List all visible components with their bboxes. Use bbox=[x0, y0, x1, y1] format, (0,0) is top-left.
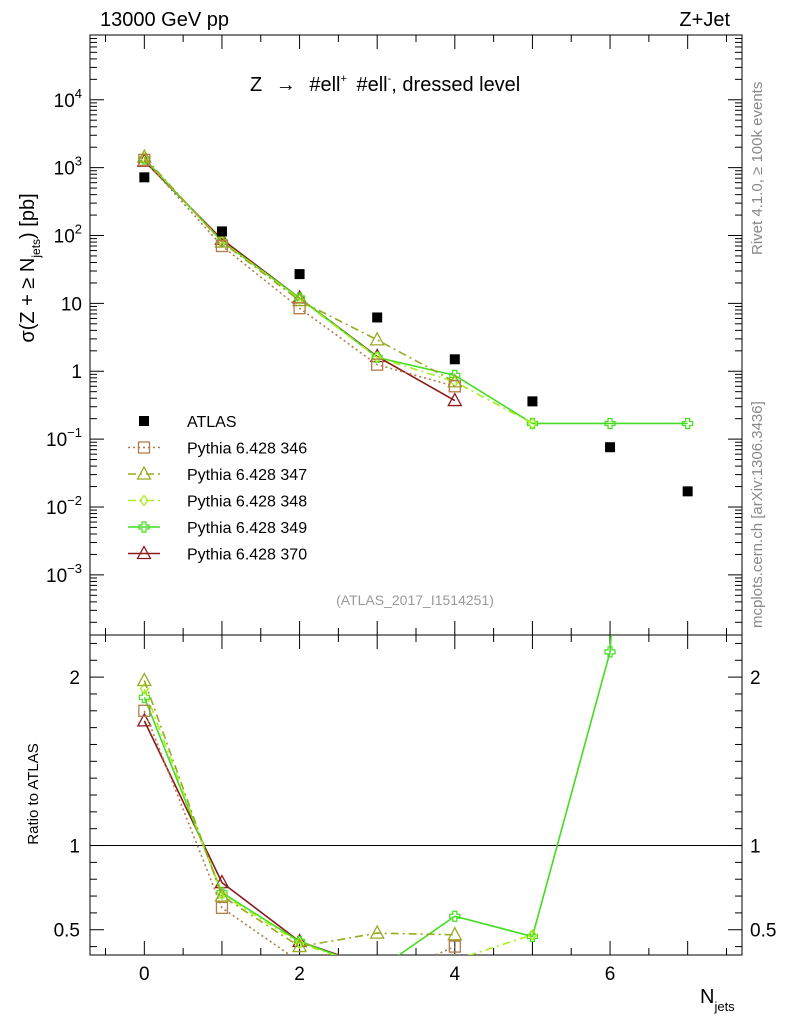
ratio-data-point bbox=[138, 704, 151, 717]
data-point bbox=[139, 172, 150, 183]
data-point bbox=[449, 354, 460, 365]
x-tick-label: 0 bbox=[139, 964, 150, 985]
y-tick-label: 103 bbox=[54, 154, 82, 180]
main-series-layer bbox=[136, 148, 694, 497]
y-tick-label: 1 bbox=[71, 362, 82, 383]
legend-marker bbox=[136, 545, 152, 560]
data-point bbox=[216, 226, 227, 237]
x-tick-label: 6 bbox=[605, 964, 616, 985]
data-point bbox=[604, 417, 616, 430]
legend-label: Pythia 6.428 349 bbox=[187, 520, 307, 537]
ratio-data-point bbox=[526, 930, 539, 943]
main-axis-ticks: 10−3 10−2 10−1 1 10 102 103 104 bbox=[46, 34, 742, 635]
data-point bbox=[682, 417, 694, 430]
legend-marker bbox=[139, 416, 149, 426]
y-tick-label: 102 bbox=[54, 222, 82, 248]
series-line bbox=[143, 159, 456, 388]
ratio-series-layer bbox=[136, 635, 616, 955]
x-axis-label: Njets bbox=[700, 986, 735, 1014]
data-point bbox=[138, 153, 151, 167]
header-process: Z+Jet bbox=[679, 9, 730, 31]
y-tick-label: 104 bbox=[54, 86, 82, 112]
x-tick-label: 2 bbox=[294, 964, 305, 985]
legend-label: ATLAS bbox=[187, 414, 237, 431]
data-point bbox=[527, 417, 538, 430]
y-tick-label: 10 bbox=[61, 294, 82, 315]
legend-label: Pythia 6.428 347 bbox=[187, 467, 307, 484]
ratio-data-point bbox=[527, 928, 538, 941]
legend-label: Pythia 6.428 348 bbox=[187, 494, 307, 511]
analysis-watermark: (ATLAS_2017_I1514251) bbox=[336, 592, 494, 608]
ratio-series-line bbox=[143, 688, 533, 955]
data-point bbox=[369, 331, 385, 346]
data-point bbox=[371, 358, 384, 371]
data-point bbox=[447, 392, 463, 407]
data-point bbox=[605, 442, 616, 453]
ratio-data-point bbox=[136, 712, 152, 727]
data-point bbox=[293, 302, 306, 315]
legend-marker bbox=[137, 441, 151, 454]
legend: ATLAS Pythia 6.428 346 Pythia 6.428 347 Pyt… bbox=[128, 414, 307, 564]
ratio-data-point bbox=[604, 646, 616, 658]
ratio-data-point bbox=[136, 672, 152, 687]
data-point bbox=[372, 312, 383, 323]
ratio-axis-ticks: 0.5 0.5 1 1 2 2 0 2 4 6 bbox=[54, 635, 776, 985]
x-tick-label: 4 bbox=[450, 964, 461, 985]
data-point bbox=[682, 486, 693, 497]
legend-label: Pythia 6.428 370 bbox=[187, 547, 307, 564]
ratio-series-line bbox=[143, 635, 612, 955]
y-tick-label: 10−1 bbox=[46, 425, 82, 451]
y-tick-label: 10−3 bbox=[46, 561, 82, 587]
ratio-data-point bbox=[447, 926, 463, 941]
data-point bbox=[139, 152, 150, 165]
series-line bbox=[143, 156, 456, 383]
ratio-series-line bbox=[143, 710, 456, 955]
ratio-y-tick-label-right: 2 bbox=[750, 668, 761, 689]
ratio-data-point bbox=[214, 887, 230, 902]
data-point bbox=[291, 292, 308, 307]
ratio-data-point bbox=[449, 910, 461, 922]
legend-label: Pythia 6.428 346 bbox=[187, 441, 307, 458]
data-point bbox=[136, 148, 152, 163]
ratio-y-tick-label: 1 bbox=[69, 837, 80, 858]
ratio-data-point bbox=[291, 938, 308, 953]
rivet-label: Rivet 4.1.0, ≥ 100k events bbox=[749, 82, 766, 255]
header-energy: 13000 GeV pp bbox=[100, 9, 229, 31]
y-tick-label: 10−2 bbox=[46, 493, 82, 519]
data-point bbox=[294, 269, 305, 280]
data-point bbox=[372, 351, 383, 364]
ratio-y-tick-label-right: 1 bbox=[750, 837, 761, 858]
main-y-label: σ(Z + ≥ Njets) [pb] bbox=[17, 193, 43, 342]
ratio-series-line bbox=[143, 680, 455, 948]
data-point bbox=[448, 380, 461, 393]
ratio-y-tick-label-right: 0.5 bbox=[750, 921, 776, 942]
ratio-data-point bbox=[448, 940, 461, 953]
ratio-y-tick-label: 0.5 bbox=[54, 921, 80, 942]
ratio-data-point bbox=[369, 924, 385, 939]
mcplots-label: mcplots.cern.ch [arXiv:1306.3436] bbox=[749, 401, 766, 628]
data-point bbox=[527, 396, 538, 407]
ratio-y-tick-label: 2 bbox=[69, 668, 80, 689]
ratio-y-label: Ratio to ATLAS bbox=[25, 743, 42, 844]
legend-marker bbox=[138, 521, 150, 533]
data-point bbox=[215, 239, 229, 253]
legend-marker bbox=[139, 494, 149, 507]
legend-marker bbox=[136, 465, 152, 480]
main-title: Z → #ell+ #ell-, dressed level bbox=[250, 65, 520, 96]
ratio-data-point bbox=[294, 937, 305, 950]
ratio-data-point bbox=[215, 901, 229, 914]
